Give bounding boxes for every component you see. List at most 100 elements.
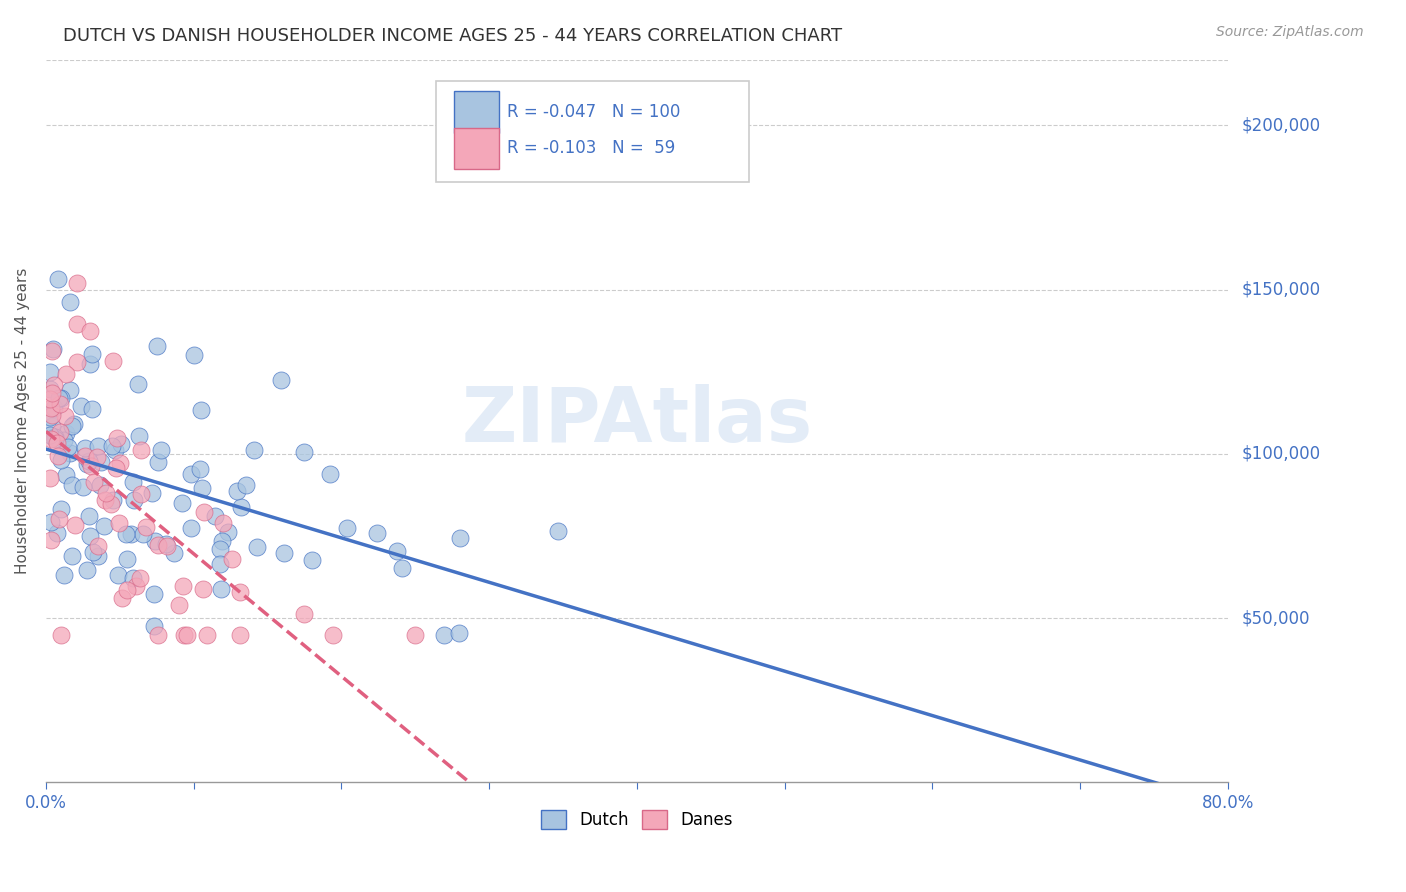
Point <box>115 552 138 566</box>
Point <box>131 442 153 457</box>
Point <box>217 524 239 539</box>
Point <box>129 487 152 501</box>
Point <box>180 467 202 481</box>
Point <box>90 455 112 469</box>
Point <box>51 453 73 467</box>
Point <box>176 627 198 641</box>
Point <box>142 618 165 632</box>
Point <box>52 433 75 447</box>
Point <box>45 526 67 541</box>
Point <box>231 500 253 514</box>
Point <box>120 527 142 541</box>
Point <box>204 508 226 523</box>
Point <box>115 583 138 598</box>
Point <box>59 383 82 397</box>
Point <box>42 401 65 416</box>
Point <box>125 579 148 593</box>
Point <box>121 571 143 585</box>
Point <box>142 587 165 601</box>
Point <box>48 391 70 405</box>
FancyBboxPatch shape <box>454 128 499 169</box>
Point <box>132 526 155 541</box>
Point <box>42 430 65 444</box>
Point <box>82 347 104 361</box>
Text: R = -0.047   N = 100: R = -0.047 N = 100 <box>506 103 681 121</box>
Point <box>39 428 62 442</box>
Point <box>41 343 63 358</box>
Point <box>76 457 98 471</box>
Point <box>143 533 166 548</box>
Point <box>108 516 131 531</box>
Point <box>79 357 101 371</box>
Point <box>209 541 232 556</box>
Point <box>148 627 170 641</box>
Point <box>73 441 96 455</box>
Point <box>107 568 129 582</box>
Point <box>195 627 218 641</box>
Point <box>105 431 128 445</box>
Point <box>190 403 212 417</box>
Point <box>366 526 388 541</box>
Point <box>146 455 169 469</box>
Point <box>55 426 77 441</box>
Point <box>155 539 177 553</box>
Point <box>94 486 117 500</box>
Point <box>150 442 173 457</box>
Point <box>82 402 104 417</box>
Point <box>101 354 124 368</box>
Point <box>41 515 63 529</box>
Point <box>63 417 86 431</box>
Point <box>246 541 269 555</box>
Text: DUTCH VS DANISH HOUSEHOLDER INCOME AGES 25 - 44 YEARS CORRELATION CHART: DUTCH VS DANISH HOUSEHOLDER INCOME AGES … <box>63 27 842 45</box>
Point <box>235 477 257 491</box>
Point <box>60 419 83 434</box>
Point <box>70 399 93 413</box>
Point <box>51 627 73 641</box>
Point <box>41 408 63 422</box>
Point <box>75 449 97 463</box>
Point <box>433 627 456 641</box>
Point <box>66 317 89 331</box>
Point <box>60 478 83 492</box>
Point <box>404 627 426 641</box>
Point <box>86 450 108 465</box>
Point <box>122 475 145 490</box>
Point <box>79 324 101 338</box>
Point <box>229 627 252 641</box>
Point <box>547 524 569 538</box>
Point <box>190 481 212 495</box>
Point <box>167 599 190 613</box>
Point <box>49 502 72 516</box>
Point <box>447 626 470 640</box>
Point <box>93 492 115 507</box>
Point <box>292 444 315 458</box>
Text: ZIPAtlas: ZIPAtlas <box>461 384 813 458</box>
Point <box>49 425 72 439</box>
Point <box>66 277 89 291</box>
Point <box>48 396 70 410</box>
Point <box>122 493 145 508</box>
Point <box>39 433 62 447</box>
Point <box>115 526 138 541</box>
Point <box>318 467 340 481</box>
Point <box>322 627 344 641</box>
Point <box>141 486 163 500</box>
Point <box>41 401 63 416</box>
Point <box>72 480 94 494</box>
Point <box>183 348 205 362</box>
Point <box>191 582 214 596</box>
Point <box>79 458 101 473</box>
Point <box>243 442 266 457</box>
Point <box>87 439 110 453</box>
Point <box>42 377 65 392</box>
Point <box>48 450 70 464</box>
Point <box>55 367 77 381</box>
Point <box>110 436 132 450</box>
Point <box>39 365 62 379</box>
Point <box>163 546 186 560</box>
Point <box>391 561 413 575</box>
Point <box>155 537 177 551</box>
Point <box>101 439 124 453</box>
Point <box>46 435 69 450</box>
Point <box>41 385 63 400</box>
